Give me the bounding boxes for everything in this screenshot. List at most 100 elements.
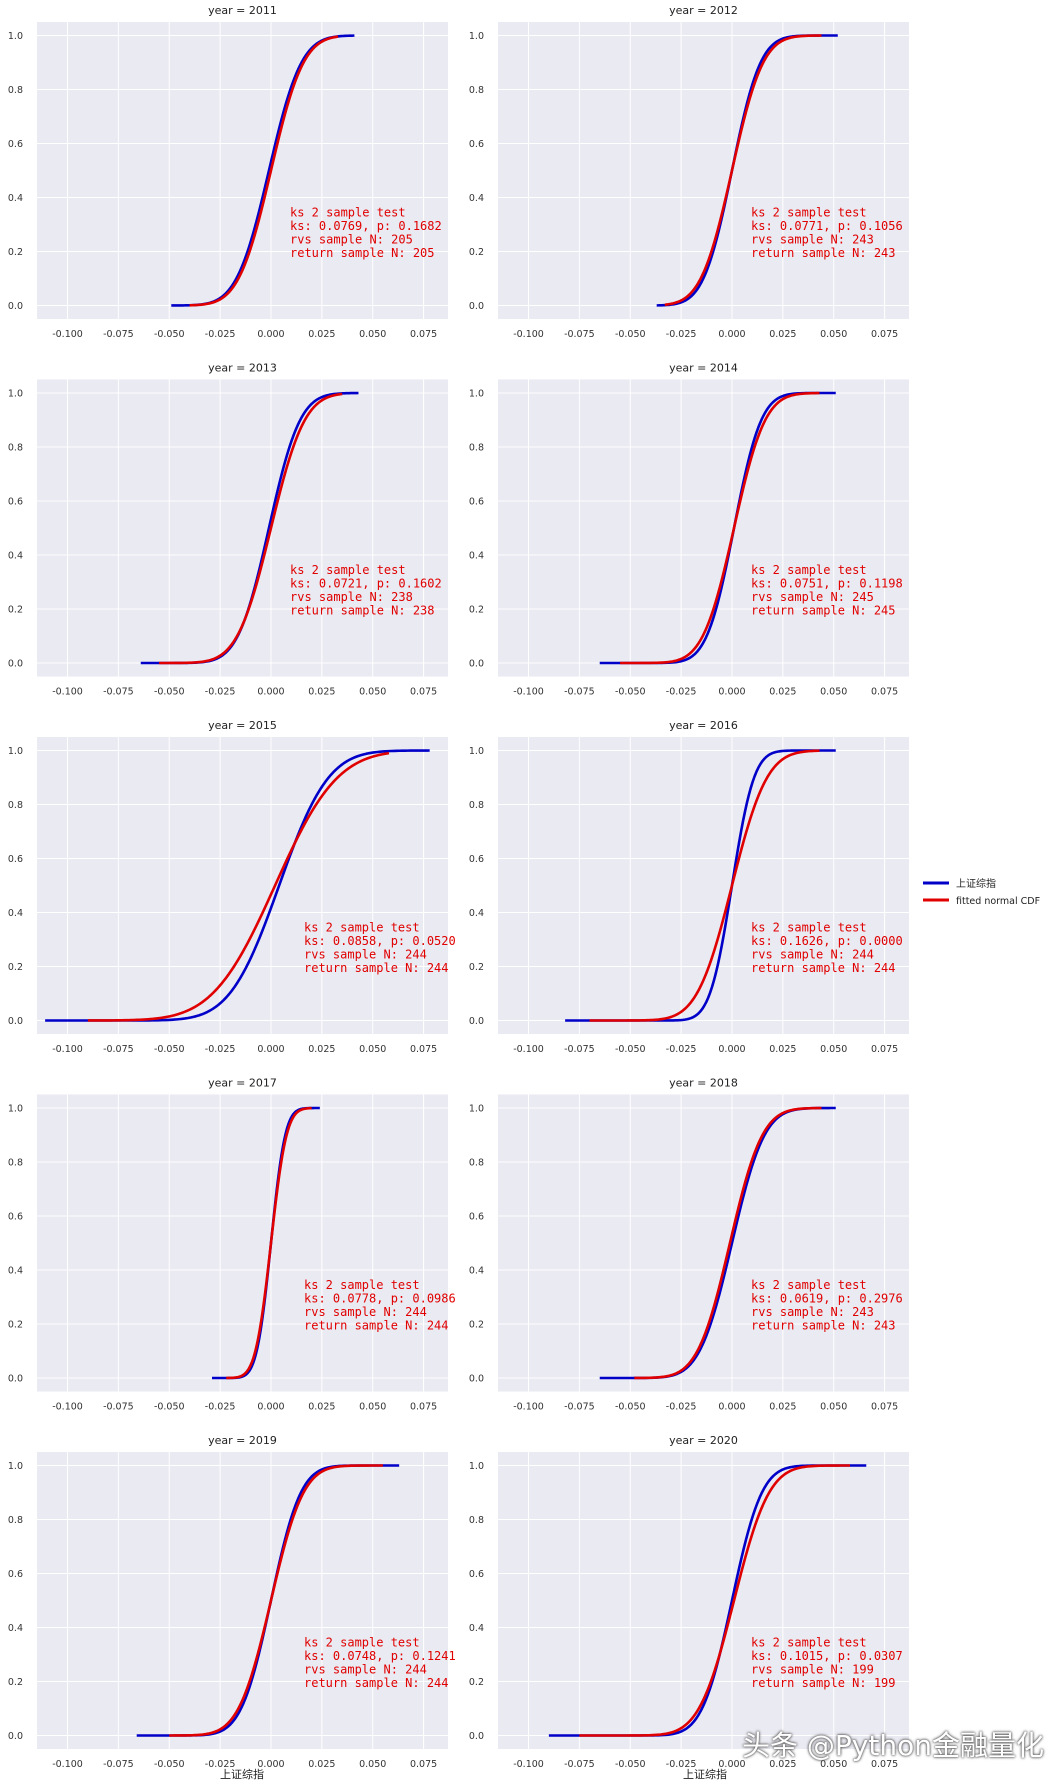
ks-annotation-line: rvs sample N: 205 xyxy=(290,232,413,246)
subplot-title: year = 2018 xyxy=(669,1077,738,1090)
x-tick-label: 0.025 xyxy=(308,1402,335,1413)
x-tick-label: -0.075 xyxy=(103,687,134,698)
ks-annotation-line: ks: 0.0751, p: 0.1198 xyxy=(751,576,903,590)
subplot-title: year = 2014 xyxy=(669,362,738,375)
x-tick-label: 0.075 xyxy=(410,1402,437,1413)
x-tick-label: 0.025 xyxy=(769,329,796,340)
ks-annotation-line: ks: 0.0858, p: 0.0520 xyxy=(304,934,456,948)
y-tick-label: 0.0 xyxy=(469,659,484,670)
x-tick-label: -0.100 xyxy=(513,1044,544,1055)
x-tick-label: 0.025 xyxy=(308,1759,335,1770)
x-tick-label: -0.050 xyxy=(154,1402,185,1413)
x-axis-label-left: 上证综指 xyxy=(220,1767,264,1781)
x-tick-label: -0.025 xyxy=(205,1759,236,1770)
y-tick-label: 0.8 xyxy=(8,443,23,454)
ks-annotation-line: ks 2 sample test xyxy=(751,205,867,219)
x-tick-label: -0.100 xyxy=(52,1044,83,1055)
y-tick-label: 0.2 xyxy=(8,962,23,973)
subplot-title: year = 2012 xyxy=(669,4,738,17)
y-tick-label: 1.0 xyxy=(469,31,484,42)
y-tick-label: 0.8 xyxy=(8,1158,23,1169)
x-tick-label: -0.050 xyxy=(154,1759,185,1770)
ks-annotation-line: ks 2 sample test xyxy=(290,205,406,219)
x-tick-label: -0.050 xyxy=(154,329,185,340)
x-tick-label: -0.025 xyxy=(666,1759,697,1770)
plot-area xyxy=(498,379,909,677)
y-tick-label: 0.8 xyxy=(469,443,484,454)
ks-annotation-line: return sample N: 199 xyxy=(751,1676,896,1690)
y-tick-label: 0.6 xyxy=(8,1212,23,1223)
ks-annotation-line: ks 2 sample test xyxy=(290,563,406,577)
ks-annotation-line: rvs sample N: 243 xyxy=(751,1305,874,1319)
y-tick-label: 0.2 xyxy=(8,1677,23,1688)
x-tick-label: -0.050 xyxy=(615,1044,646,1055)
subplot-title: year = 2016 xyxy=(669,719,738,732)
x-tick-label: -0.100 xyxy=(52,329,83,340)
series-fitted-normal-cdf xyxy=(579,1464,850,1737)
x-tick-label: -0.025 xyxy=(205,1402,236,1413)
x-tick-label: -0.050 xyxy=(615,1759,646,1770)
ks-annotation-line: ks: 0.0748, p: 0.1241 xyxy=(304,1649,456,1663)
plot-area xyxy=(37,22,448,319)
x-tick-label: 0.025 xyxy=(769,687,796,698)
y-tick-label: 0.8 xyxy=(469,1158,484,1169)
x-tick-label: -0.050 xyxy=(154,687,185,698)
subplot-7: -0.100 -0.075 -0.050 -0.025 0.000 0.025 0.050 0… xyxy=(8,1077,456,1413)
ks-annotation-line: ks 2 sample test xyxy=(751,920,867,934)
series-fitted-normal-cdf xyxy=(189,35,339,307)
x-tick-label: 0.050 xyxy=(820,687,847,698)
x-tick-label: 0.050 xyxy=(359,1759,386,1770)
y-tick-label: 0.8 xyxy=(469,85,484,96)
x-tick-label: 0.000 xyxy=(718,1759,745,1770)
ks-annotation-line: return sample N: 244 xyxy=(304,961,449,975)
ks-annotation-line: rvs sample N: 244 xyxy=(751,947,874,961)
ks-annotation-line: rvs sample N: 199 xyxy=(751,1662,874,1676)
plot-area xyxy=(498,1094,909,1392)
y-tick-label: 1.0 xyxy=(8,389,23,400)
series-fitted-normal-cdf xyxy=(664,34,822,307)
ks-annotation-line: ks 2 sample test xyxy=(751,1635,867,1649)
y-tick-label: 0.0 xyxy=(8,1731,23,1742)
y-tick-label: 0.6 xyxy=(469,139,484,150)
x-tick-label: 0.000 xyxy=(257,329,284,340)
x-tick-label: -0.100 xyxy=(513,329,544,340)
y-tick-label: 0.0 xyxy=(469,1374,484,1385)
series-fitted-normal-cdf xyxy=(87,751,390,1022)
subplot-title: year = 2019 xyxy=(208,1434,277,1447)
y-tick-label: 1.0 xyxy=(8,1104,23,1115)
y-tick-label: 0.0 xyxy=(8,1374,23,1385)
ks-annotation-line: ks 2 sample test xyxy=(304,1635,420,1649)
subplot-title: year = 2015 xyxy=(208,719,277,732)
y-tick-label: 0.8 xyxy=(8,800,23,811)
ks-annotation-line: return sample N: 244 xyxy=(304,1676,449,1690)
x-tick-label: -0.075 xyxy=(564,1044,595,1055)
x-tick-label: -0.075 xyxy=(103,1759,134,1770)
y-tick-label: 0.6 xyxy=(8,497,23,508)
x-tick-label: -0.025 xyxy=(666,329,697,340)
ks-annotation-line: ks 2 sample test xyxy=(304,1278,420,1292)
y-tick-label: 0.0 xyxy=(8,1016,23,1027)
subplot-9: -0.100 -0.075 -0.050 -0.025 0.000 0.025 0.050 0… xyxy=(8,1434,456,1770)
x-tick-label: -0.050 xyxy=(154,1044,185,1055)
y-tick-label: 0.4 xyxy=(469,193,484,204)
x-tick-label: 0.075 xyxy=(871,687,898,698)
x-tick-label: 0.050 xyxy=(359,1044,386,1055)
y-tick-label: 0.4 xyxy=(8,551,23,562)
ks-annotation-line: ks: 0.0721, p: 0.1602 xyxy=(290,576,442,590)
y-tick-label: 0.4 xyxy=(8,1266,23,1277)
y-tick-label: 0.6 xyxy=(469,1212,484,1223)
y-tick-label: 1.0 xyxy=(469,1461,484,1472)
x-tick-label: -0.100 xyxy=(513,1759,544,1770)
y-tick-label: 0.4 xyxy=(8,193,23,204)
ks-annotation-line: ks: 0.0769, p: 0.1682 xyxy=(290,219,442,233)
ks-annotation-line: return sample N: 205 xyxy=(290,246,435,260)
x-tick-label: 0.025 xyxy=(769,1044,796,1055)
x-tick-label: -0.025 xyxy=(666,1402,697,1413)
x-tick-label: 0.075 xyxy=(410,1044,437,1055)
x-tick-label: 0.050 xyxy=(359,687,386,698)
y-tick-label: 0.4 xyxy=(8,1623,23,1634)
subplot-8: -0.100 -0.075 -0.050 -0.025 0.000 0.025 0.050 0… xyxy=(469,1077,909,1413)
y-tick-label: 0.6 xyxy=(8,854,23,865)
subplot-1: -0.100 -0.075 -0.050 -0.025 0.000 0.025 0.050 0… xyxy=(8,4,448,340)
x-tick-label: -0.050 xyxy=(615,1402,646,1413)
